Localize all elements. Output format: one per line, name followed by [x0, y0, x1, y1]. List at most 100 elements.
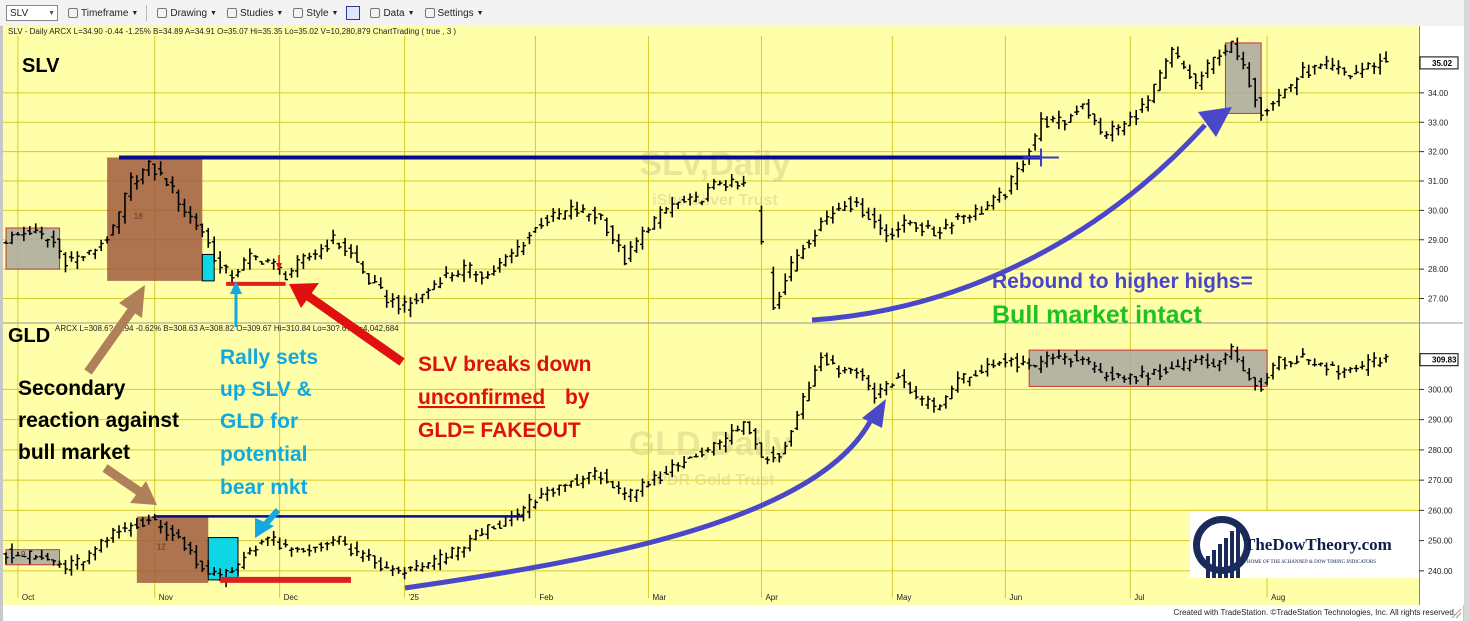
last-price-tag — [1419, 353, 1459, 367]
studies-icon — [226, 8, 237, 18]
y-tick-label: 32.00 — [1428, 148, 1449, 157]
style-label: Style — [306, 7, 329, 19]
logo-name: TheDowTheory.com — [1244, 535, 1392, 554]
y-tick-label: 29.00 — [1428, 236, 1449, 245]
settings-menu[interactable]: Settings ▼ — [424, 7, 484, 19]
y-tick-label: 30.00 — [1428, 206, 1449, 215]
rally-setup-line-3: GLD for — [220, 410, 298, 433]
gear-icon — [424, 8, 435, 18]
gld-watermark-sub: SPDR Gold Trust — [646, 472, 776, 489]
slv-watermark-sub: iShs Silver Trust — [652, 192, 778, 209]
y-tick-label: 33.00 — [1428, 118, 1449, 127]
by-word: by — [559, 386, 590, 409]
gld-watermark: GLD,Daily — [629, 425, 792, 463]
cyan-arrowhead-down — [255, 518, 274, 538]
slv-breaks-line-2: unconfirmed by — [418, 386, 590, 409]
data-menu[interactable]: Data ▼ — [370, 7, 415, 19]
brown-arrow-up — [84, 307, 136, 375]
slv-breaks-text: SLV breaks down unconfirmed by GLD= FAKE… — [418, 353, 592, 442]
secondary-reaction-line-1: Secondary — [18, 377, 126, 400]
secondary-reaction-line-2: reaction against — [18, 409, 179, 432]
y-tick-label: 280.00 — [1428, 446, 1453, 455]
drawing-menu[interactable]: Drawing ▼ — [157, 8, 217, 19]
rebound-text: Rebound to higher highs= — [992, 270, 1253, 293]
logo-bars-icon — [1206, 524, 1240, 578]
secondary-reaction-text: Secondary reaction against bull market — [18, 377, 179, 464]
chart-grid — [3, 36, 1419, 598]
style-icon — [293, 8, 304, 18]
last-price-label: 309.83 — [1432, 356, 1457, 365]
slv-breaks-line-1: SLV breaks down — [418, 353, 592, 376]
y-tick-label: 28.00 — [1428, 265, 1449, 274]
gld-panel-title: GLD — [8, 325, 50, 347]
rally-setup-line-4: potential — [220, 443, 308, 466]
studies-label: Studies — [239, 7, 274, 19]
slv-breaks-line-3: GLD= FAKEOUT — [418, 419, 581, 442]
resize-grip-icon[interactable] — [1451, 608, 1462, 619]
y-tick-label: 300.00 — [1428, 385, 1453, 394]
footer-bar — [3, 605, 1463, 621]
layout-toggle-button[interactable] — [346, 6, 361, 20]
symbol-value: SLV — [10, 7, 29, 19]
blue-curve-arrow-gld — [404, 416, 875, 591]
y-tick-label: 250.00 — [1428, 537, 1453, 546]
timeframe-menu[interactable]: Timeframe ▼ — [68, 8, 138, 19]
settings-label: Settings — [437, 7, 474, 19]
x-tick-label: Feb — [539, 593, 553, 602]
x-tick-label: Mar — [652, 593, 666, 602]
x-tick-label: Nov — [159, 593, 173, 602]
y-tick-label: 290.00 — [1428, 416, 1453, 425]
data-icon — [370, 8, 381, 18]
blue-curve-arrow-slv — [811, 123, 1207, 323]
brown-arrowhead-up — [119, 285, 145, 318]
x-tick-label: May — [896, 593, 911, 602]
drawing-icon — [157, 8, 168, 18]
x-tick-label: Apr — [765, 593, 778, 602]
rally-box — [201, 253, 215, 282]
rally-setup-line-2: up SLV & — [220, 378, 312, 401]
red-arrowhead — [289, 283, 319, 308]
blue-arrowhead-slv — [1198, 107, 1232, 137]
watermark-layer: SLV,Daily iShs Silver Trust GLD,Daily SP… — [629, 145, 792, 489]
red-small-arrowhead — [276, 263, 282, 270]
y-tick-label: 270.00 — [1428, 476, 1453, 485]
price-axis[interactable] — [1419, 26, 1464, 605]
bull-intact-text: Bull market intact — [992, 301, 1202, 329]
slv-watermark: SLV,Daily — [639, 145, 790, 183]
rally-setup-line-5: bear mkt — [220, 476, 308, 499]
last-price-label: 35.02 — [1432, 59, 1453, 68]
red-arrow — [305, 292, 405, 366]
y-tick-label: 240.00 — [1428, 567, 1453, 576]
y-tick-label: 31.00 — [1428, 177, 1449, 186]
toolbar-divider — [146, 5, 148, 21]
rally-setup-text: Rally sets up SLV & GLD for potential be… — [220, 346, 318, 499]
footer-credit: Created with TradeStation. ©TradeStation… — [1174, 608, 1457, 617]
x-tick-label: Jul — [1134, 593, 1144, 602]
timeframe-label: Timeframe — [81, 7, 129, 19]
style-menu[interactable]: Style ▼ — [293, 8, 338, 19]
data-label: Data — [383, 7, 405, 19]
box-count-label: 18 — [134, 212, 143, 221]
box-count-label: 9 — [21, 550, 26, 559]
secondary-reaction-line-3: bull market — [18, 441, 130, 464]
y-tick-label: 260.00 — [1428, 506, 1453, 515]
y-tick-label: 34.00 — [1428, 89, 1449, 98]
symbol-input[interactable]: SLV ▼ — [6, 5, 58, 21]
x-tick-label: Jun — [1009, 593, 1022, 602]
brown-arrowhead-down — [130, 481, 157, 505]
y-tick-label: 27.00 — [1428, 295, 1449, 304]
window-scrollbar[interactable] — [1464, 0, 1469, 621]
slv-info-line: SLV - Daily ARCX L=34.90 -0.44 -1.25% B=… — [8, 27, 456, 36]
x-tick-label: Aug — [1271, 593, 1285, 602]
slv-panel-title: SLV — [22, 55, 60, 77]
x-tick-label: Oct — [22, 593, 35, 602]
rally-setup-line-1: Rally sets — [220, 346, 318, 369]
last-price-tag — [1419, 56, 1459, 70]
studies-menu[interactable]: Studies ▼ — [226, 7, 283, 19]
symbol-dropdown-icon[interactable]: ▼ — [48, 9, 55, 17]
logo-tagline: HOME OF THE SCHANNEP & DOW TIMING INDICA… — [1247, 560, 1376, 565]
price-bars — [3, 37, 1389, 588]
box-count-label: 12 — [157, 543, 166, 552]
blue-arrowhead-gld — [862, 399, 886, 428]
